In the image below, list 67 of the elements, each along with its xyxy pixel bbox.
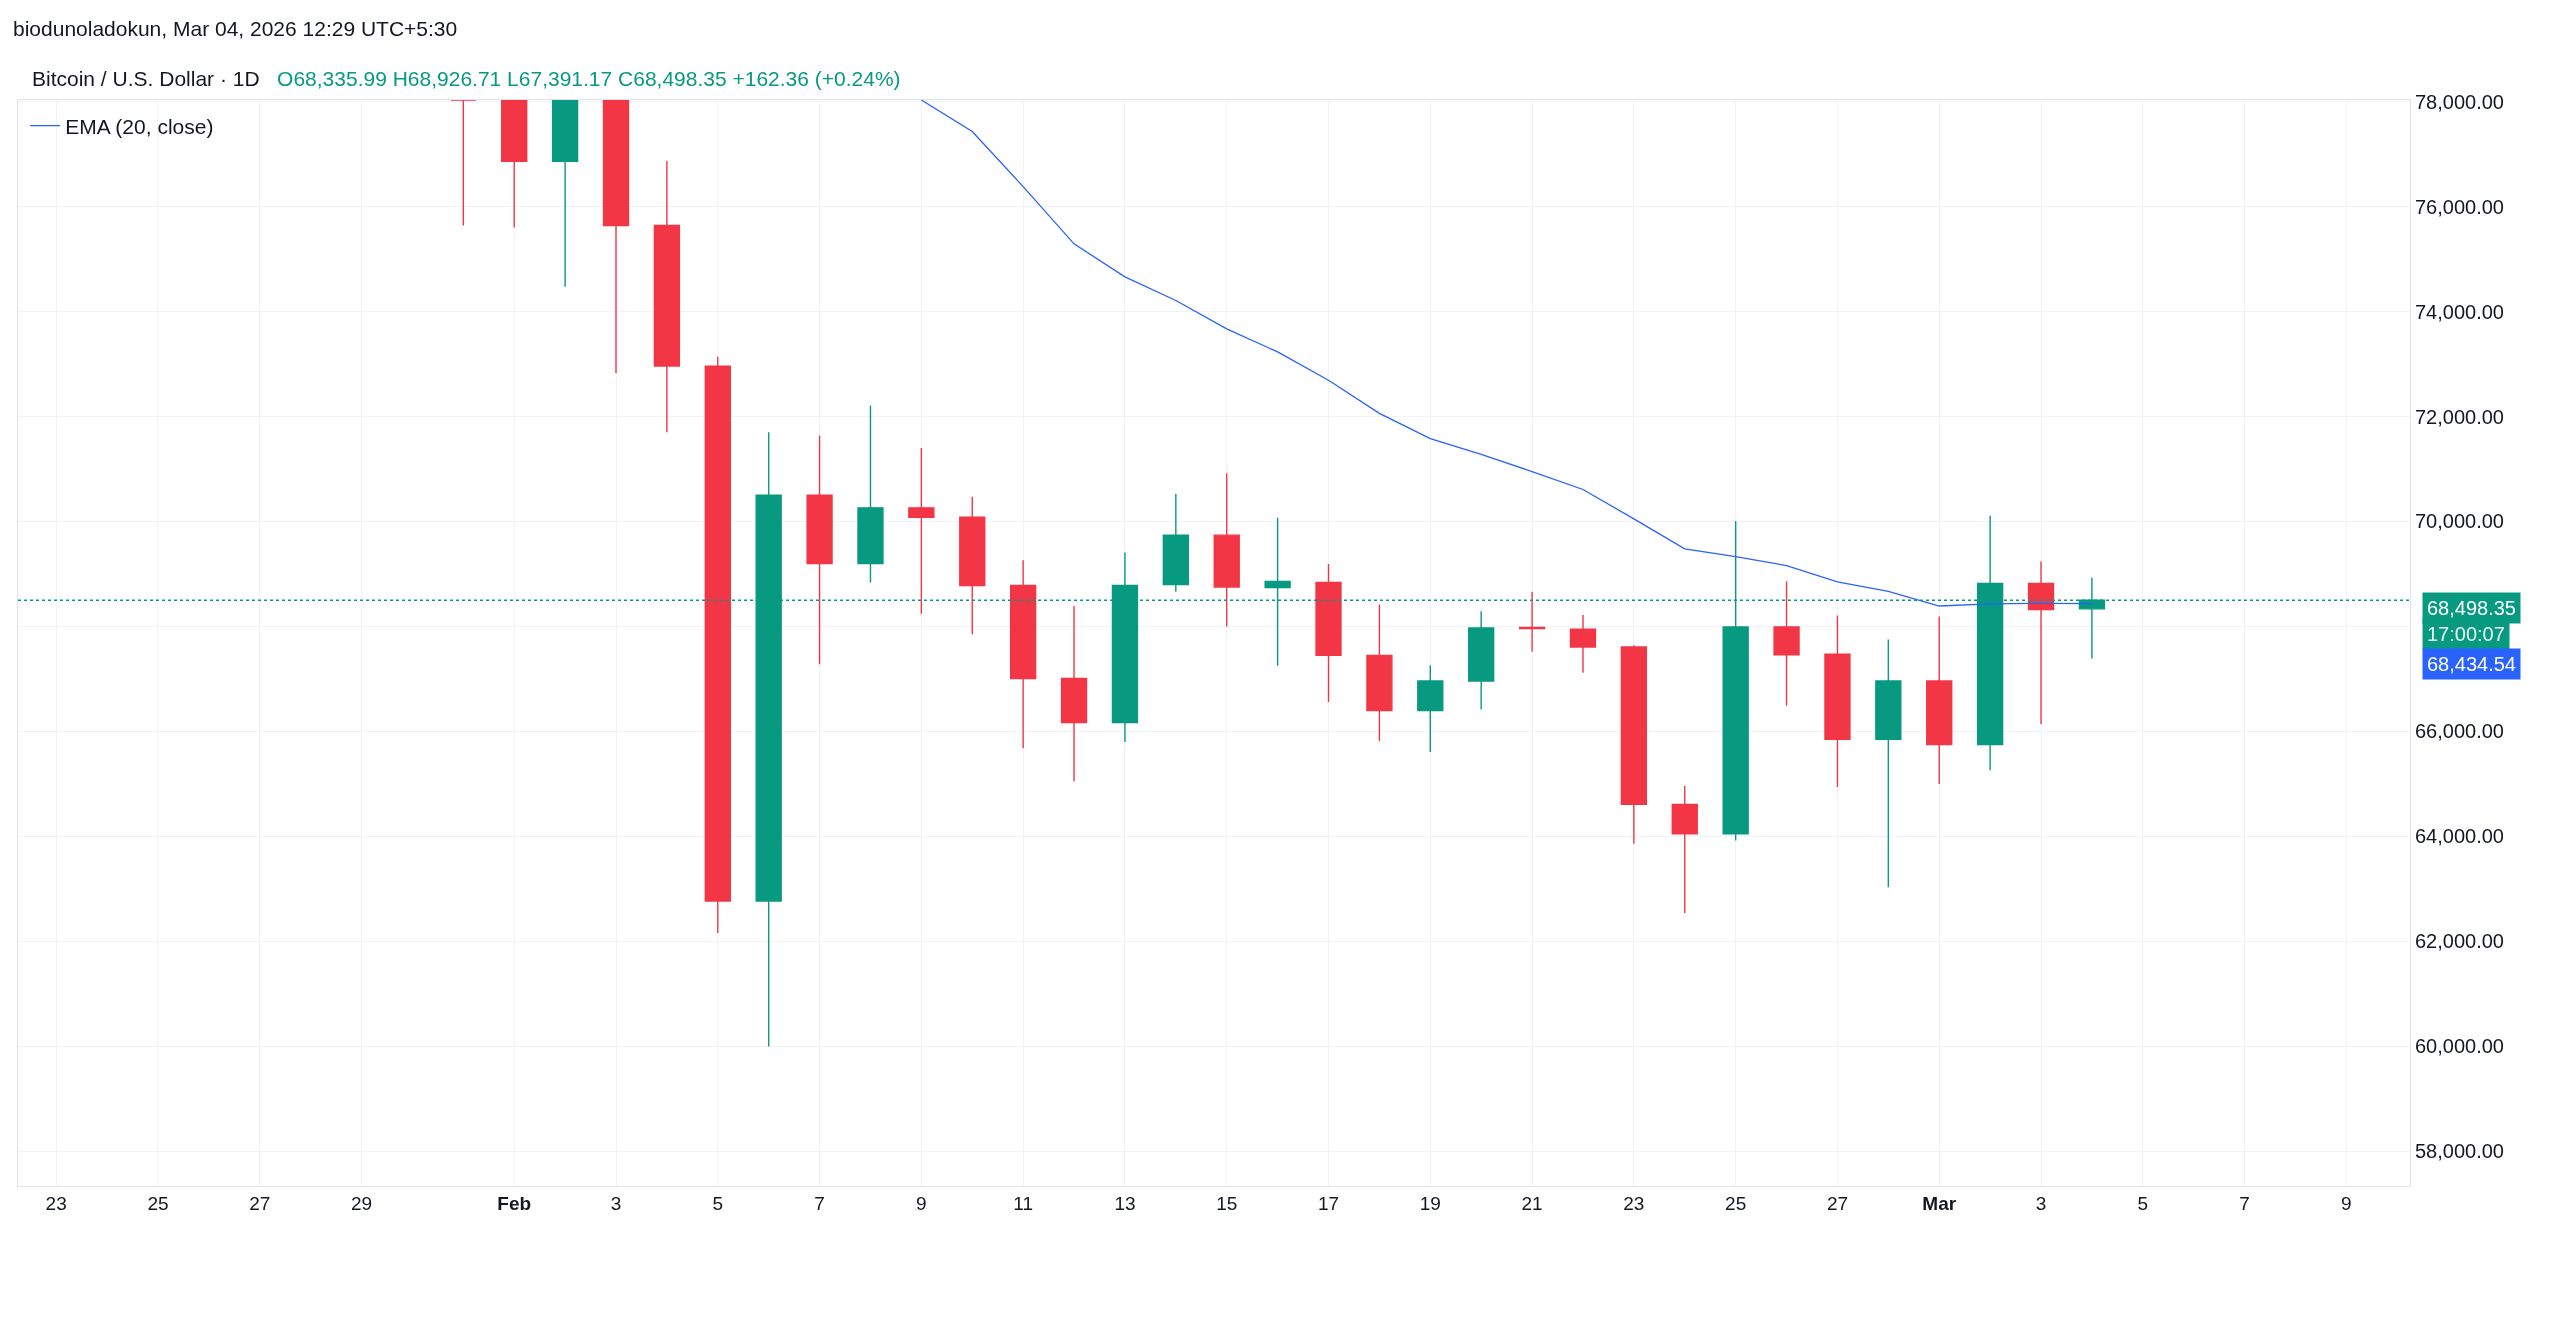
x-tick-label: 17 bbox=[1317, 1192, 1340, 1214]
y-tick-label: 76,000.00 bbox=[2415, 195, 2504, 218]
line-series bbox=[920, 100, 2093, 607]
y-tick-label: 58,000.00 bbox=[2415, 1140, 2504, 1163]
ref-line-label: 68,498.35 bbox=[2427, 597, 2516, 619]
x-tick-label: 9 bbox=[2341, 1192, 2352, 1214]
candlestick bbox=[501, 100, 528, 229]
candlestick bbox=[1875, 638, 1902, 889]
chart-subtitle: O68,335.99 H68,926.71 L67,391.17 C68,498.35 +162.36 (+0.24%) bbox=[277, 67, 901, 90]
x-tick-label: 25 bbox=[147, 1192, 169, 1214]
y-tick-label: 62,000.00 bbox=[2415, 930, 2504, 953]
candlestick bbox=[450, 100, 477, 227]
candlestick bbox=[1468, 610, 1495, 711]
candlestick bbox=[1773, 580, 1800, 707]
x-tick-label: 27 bbox=[1826, 1192, 1849, 1214]
y-tick-label: 78,000.00 bbox=[2415, 90, 2504, 113]
candlestick bbox=[551, 100, 579, 288]
candlestick bbox=[1926, 615, 1953, 785]
x-tick-label: 23 bbox=[1623, 1192, 1645, 1214]
text: 68,434.54 bbox=[2427, 653, 2516, 675]
x-tick-label: Feb bbox=[497, 1192, 532, 1214]
candlestick bbox=[1620, 644, 1648, 845]
x-tick-label: 5 bbox=[2137, 1192, 2149, 1214]
candlestick bbox=[1213, 472, 1240, 628]
text: biodunoladokun, Mar 04, 2026 12:29 UTC+5:30 bbox=[13, 17, 458, 40]
text: 17:00:07 bbox=[2427, 623, 2505, 645]
y-tick-label: 74,000.00 bbox=[2415, 300, 2504, 323]
candlestick bbox=[857, 404, 884, 584]
candlestick bbox=[1569, 614, 1597, 674]
candlestick bbox=[602, 100, 630, 374]
candlestick bbox=[1671, 785, 1698, 914]
y-tick-label: 64,000.00 bbox=[2415, 825, 2504, 848]
candlestick bbox=[1366, 603, 1393, 742]
candlestick bbox=[1009, 559, 1037, 749]
candlestick bbox=[1518, 591, 1546, 653]
x-tick-label: 23 bbox=[45, 1192, 67, 1214]
candlestick bbox=[653, 160, 681, 433]
y-tick-label: 70,000.00 bbox=[2415, 510, 2504, 533]
y-tick-label: 66,000.00 bbox=[2415, 720, 2504, 743]
x-tick-label: 5 bbox=[712, 1192, 724, 1214]
x-tick-label: 3 bbox=[2035, 1192, 2047, 1214]
x-tick-label: 13 bbox=[1114, 1192, 1136, 1214]
x-tick-label: 3 bbox=[610, 1192, 622, 1214]
candlestick bbox=[1315, 563, 1342, 703]
candlestick bbox=[1060, 605, 1088, 783]
x-tick-label: 7 bbox=[2239, 1192, 2250, 1214]
candlestick bbox=[1162, 492, 1189, 593]
x-tick-label: 15 bbox=[1216, 1192, 1238, 1214]
x-tick-label: 27 bbox=[249, 1192, 271, 1214]
x-tick-label: 25 bbox=[1725, 1192, 1747, 1214]
x-tick-label: 7 bbox=[814, 1192, 825, 1214]
x-tick-label: Mar bbox=[1922, 1192, 1957, 1214]
candlestick bbox=[959, 496, 986, 636]
y-tick-label: 72,000.00 bbox=[2415, 405, 2504, 428]
candlestick bbox=[908, 447, 935, 615]
candlestick bbox=[1417, 664, 1444, 753]
legend-label: EMA (20, close) bbox=[65, 114, 214, 138]
candlestick bbox=[806, 434, 833, 665]
x-tick-label: 21 bbox=[1521, 1192, 1543, 1214]
y-tick-label: 60,000.00 bbox=[2415, 1035, 2504, 1058]
candlestick bbox=[1824, 614, 1851, 788]
chart-title: Bitcoin / U.S. Dollar · 1D bbox=[32, 67, 260, 90]
x-tick-label: 29 bbox=[350, 1192, 373, 1214]
x-tick-label: 9 bbox=[916, 1192, 927, 1214]
x-tick-label: 19 bbox=[1419, 1192, 1441, 1214]
x-tick-label: 11 bbox=[1013, 1192, 1034, 1214]
candlestick bbox=[2027, 560, 2055, 725]
